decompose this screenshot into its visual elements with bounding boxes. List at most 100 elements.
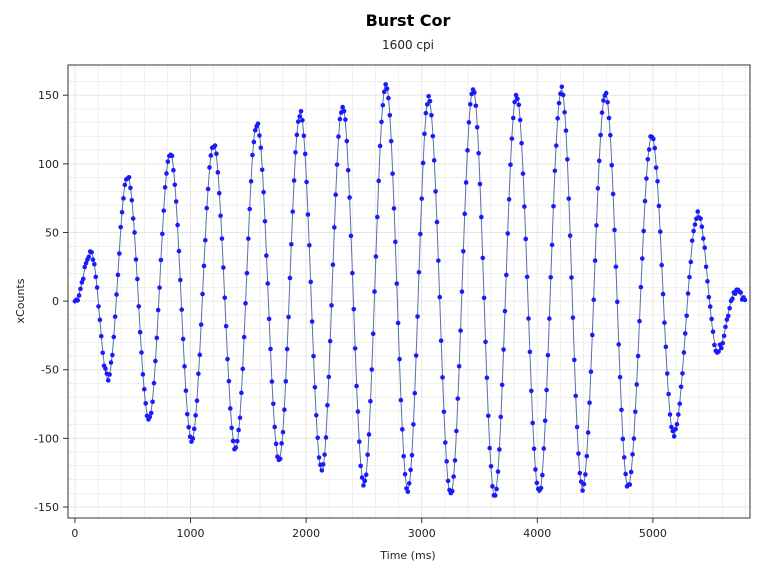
- data-point: [653, 165, 659, 170]
- y-tick-label: 0: [52, 295, 59, 308]
- data-point: [730, 296, 735, 301]
- data-point: [480, 255, 486, 261]
- data-point: [379, 119, 384, 125]
- data-point: [223, 323, 229, 329]
- data-point: [194, 398, 200, 403]
- data-point: [411, 422, 416, 427]
- data-point: [531, 446, 537, 452]
- data-point: [208, 153, 214, 158]
- data-point: [153, 358, 158, 364]
- data-point: [333, 192, 339, 198]
- data-point: [620, 436, 626, 442]
- data-point: [308, 279, 314, 285]
- data-point: [524, 274, 530, 280]
- data-point: [562, 110, 567, 115]
- data-point: [151, 380, 157, 386]
- data-point: [230, 438, 236, 444]
- x-tick-label: 3000: [408, 527, 436, 540]
- data-point: [366, 432, 372, 437]
- data-point: [449, 488, 455, 494]
- y-tick-label: -100: [34, 432, 59, 445]
- data-point: [699, 224, 705, 229]
- data-point: [290, 209, 296, 214]
- data-point: [368, 398, 373, 404]
- data-point: [376, 178, 382, 184]
- data-point: [698, 216, 703, 221]
- data-point: [140, 372, 146, 377]
- data-point: [162, 185, 168, 190]
- data-point: [669, 424, 674, 430]
- data-point: [635, 353, 641, 359]
- data-point: [236, 427, 241, 433]
- data-point: [556, 100, 562, 106]
- data-points: [72, 82, 748, 498]
- data-point: [147, 414, 153, 420]
- data-point: [685, 291, 691, 296]
- data-point: [510, 115, 516, 121]
- data-point: [200, 291, 205, 297]
- data-point: [426, 93, 431, 99]
- chart-subtitle: 1600 cpi: [382, 38, 434, 52]
- data-point: [408, 467, 413, 473]
- data-point: [107, 372, 112, 377]
- data-point: [504, 272, 509, 278]
- data-point: [137, 329, 143, 335]
- data-point: [440, 375, 445, 380]
- data-point: [227, 406, 233, 411]
- data-point: [148, 410, 154, 416]
- data-point: [547, 316, 552, 321]
- data-point: [499, 382, 505, 388]
- data-point: [262, 219, 268, 224]
- data-point: [542, 418, 548, 423]
- data-point: [658, 229, 663, 234]
- data-point: [375, 214, 380, 220]
- data-point: [680, 371, 685, 376]
- data-point: [154, 335, 160, 341]
- data-point: [80, 276, 86, 282]
- data-point: [584, 453, 590, 459]
- data-point: [139, 350, 144, 355]
- data-point: [380, 102, 386, 108]
- data-point: [340, 104, 345, 110]
- data-point: [398, 397, 404, 403]
- data-point: [583, 472, 588, 477]
- data-point: [591, 297, 597, 303]
- data-point: [391, 206, 397, 211]
- data-point: [89, 249, 94, 255]
- data-point: [590, 332, 595, 338]
- data-point: [186, 424, 191, 430]
- data-point: [522, 204, 527, 209]
- data-point: [592, 258, 598, 263]
- data-point: [430, 133, 436, 139]
- data-point: [259, 167, 265, 173]
- data-point: [608, 132, 613, 138]
- data-point: [255, 121, 261, 126]
- data-point: [294, 132, 300, 138]
- data-point: [418, 231, 423, 237]
- data-point: [463, 180, 469, 185]
- data-point: [301, 133, 307, 139]
- data-point: [270, 401, 276, 407]
- data-point: [362, 478, 368, 484]
- data-point: [710, 329, 716, 335]
- data-point: [225, 356, 230, 362]
- data-point: [183, 388, 189, 394]
- data-point: [613, 264, 619, 270]
- data-point: [666, 391, 671, 397]
- data-point: [401, 453, 406, 459]
- data-point: [678, 384, 684, 390]
- data-point: [674, 421, 680, 427]
- data-point: [397, 356, 402, 362]
- data-point: [266, 316, 272, 322]
- data-point: [128, 185, 133, 191]
- data-point: [520, 171, 526, 176]
- data-point: [455, 396, 461, 401]
- data-point: [609, 162, 615, 168]
- data-point: [639, 256, 645, 261]
- data-point: [424, 102, 430, 107]
- data-point: [244, 270, 250, 276]
- data-point: [193, 413, 198, 418]
- data-point: [201, 263, 207, 269]
- data-point: [264, 253, 269, 258]
- data-point: [508, 162, 513, 168]
